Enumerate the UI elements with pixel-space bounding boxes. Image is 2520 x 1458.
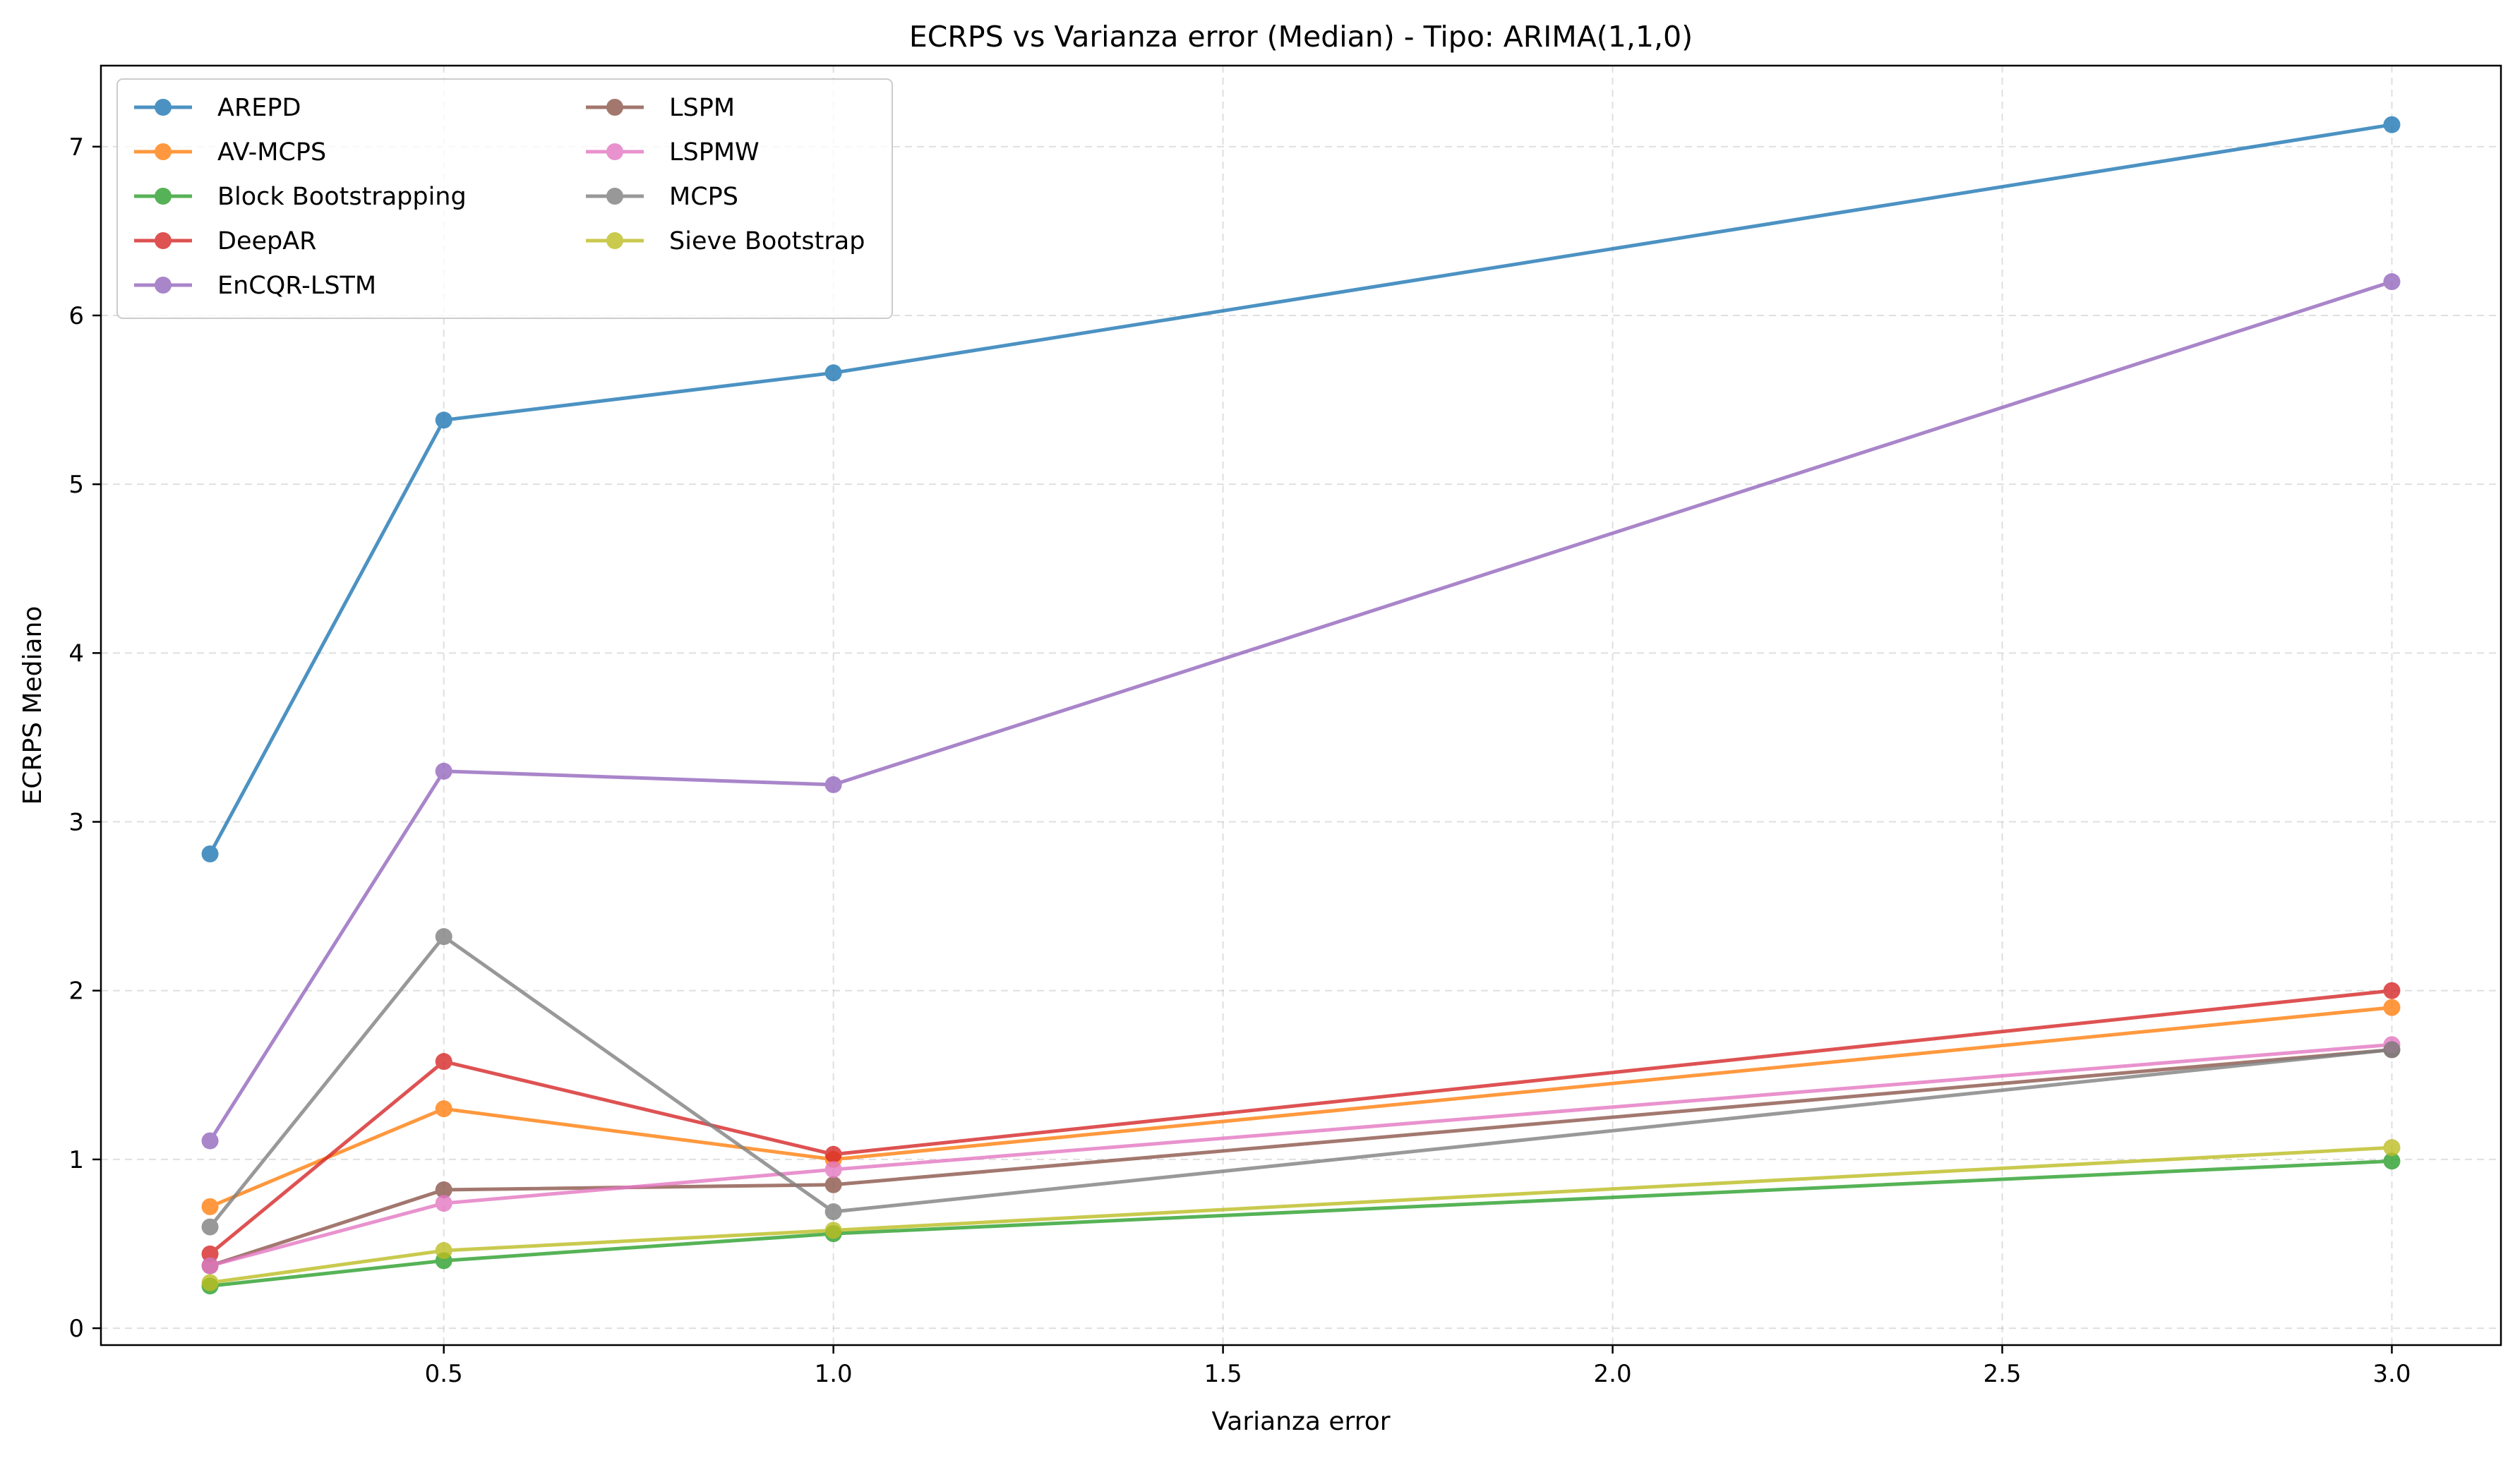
data-point-arepd bbox=[2383, 116, 2401, 133]
legend-swatch-marker bbox=[606, 232, 623, 249]
data-point-encqr-lstm bbox=[435, 762, 452, 780]
series-line-mcps bbox=[208, 934, 2392, 1229]
data-point-lspmw bbox=[435, 1195, 452, 1212]
legend-item-sieve-bootstrap bbox=[586, 232, 644, 249]
series-block-bootstrapping bbox=[201, 1152, 2401, 1295]
legend-item-arepd bbox=[134, 99, 192, 116]
legend-label: LSPM bbox=[669, 94, 735, 122]
x-tick-label: 1.0 bbox=[815, 1360, 853, 1388]
data-point-sieve-bootstrap bbox=[435, 1242, 452, 1260]
data-point-block-bootstrapping bbox=[2383, 1152, 2401, 1170]
data-point-mcps bbox=[2383, 1041, 2401, 1059]
legend-label: EnCQR-LSTM bbox=[217, 272, 376, 300]
legend-label: AV-MCPS bbox=[217, 138, 326, 167]
y-tick-label: 1 bbox=[68, 1146, 84, 1174]
series-line-lspmw bbox=[209, 1042, 2392, 1267]
legend-swatch-marker bbox=[606, 143, 623, 160]
legend-frame bbox=[116, 78, 893, 319]
series-lspmw bbox=[201, 1036, 2401, 1275]
legend-label: DeepAR bbox=[217, 227, 317, 255]
x-tick-label: 2.5 bbox=[1983, 1360, 2021, 1388]
x-tick-label: 2.0 bbox=[1594, 1360, 1632, 1388]
plot-frame bbox=[100, 64, 2502, 1346]
chart-title: ECRPS vs Varianza error (Median) - Tipo:… bbox=[909, 20, 1693, 54]
y-axis-label: ECRPS Mediano bbox=[18, 606, 47, 805]
data-point-lspmw bbox=[824, 1161, 842, 1179]
legend-label: MCPS bbox=[669, 183, 738, 211]
data-point-arepd bbox=[201, 845, 219, 862]
data-point-sieve-bootstrap bbox=[201, 1274, 219, 1291]
data-point-encqr-lstm bbox=[2383, 273, 2401, 291]
series-av-mcps bbox=[201, 999, 2401, 1215]
data-point-encqr-lstm bbox=[201, 1132, 219, 1150]
legend-item-deepar bbox=[134, 232, 192, 249]
legend-swatch-marker bbox=[155, 277, 172, 294]
legend-label: AREPD bbox=[217, 94, 301, 122]
data-point-deepar bbox=[2383, 982, 2401, 999]
series-line-encqr-lstm bbox=[208, 279, 2393, 1142]
legend: AREPD AV-MCPS Block Bootstrapping DeepAR EnC… bbox=[116, 78, 893, 319]
legend-item-lspmw bbox=[586, 143, 644, 160]
legend-swatch-marker bbox=[606, 99, 623, 116]
data-point-lspm bbox=[824, 1176, 842, 1193]
x-tick-label: 1.5 bbox=[1204, 1360, 1242, 1388]
legend-item-mcps bbox=[586, 188, 644, 205]
x-tick-label: 0.5 bbox=[425, 1360, 463, 1388]
x-axis-label: Varianza error bbox=[1211, 1407, 1390, 1436]
data-point-encqr-lstm bbox=[824, 776, 842, 793]
legend-label: Block Bootstrapping bbox=[217, 183, 467, 211]
data-point-av-mcps bbox=[435, 1100, 452, 1118]
data-point-deepar bbox=[201, 1245, 219, 1263]
series-mcps bbox=[201, 928, 2401, 1236]
series-sieve-bootstrap bbox=[201, 1139, 2401, 1291]
data-point-sieve-bootstrap bbox=[824, 1222, 842, 1239]
series-encqr-lstm bbox=[201, 273, 2401, 1150]
legend-label: LSPMW bbox=[669, 138, 760, 167]
legend-item-av-mcps bbox=[134, 143, 192, 160]
legend-item-encqr-lstm bbox=[134, 277, 192, 294]
series-line-sieve-bootstrap bbox=[210, 1145, 2392, 1284]
legend-swatch-marker bbox=[155, 99, 172, 116]
legend-swatch-marker bbox=[606, 188, 623, 205]
data-point-deepar bbox=[435, 1053, 452, 1071]
data-point-av-mcps bbox=[2383, 999, 2401, 1016]
series-line-deepar bbox=[208, 989, 2392, 1255]
series-lspm bbox=[201, 1041, 2401, 1275]
x-axis: 0.5 1.0 1.5 2.0 2.5 3.0 bbox=[425, 1345, 2411, 1388]
legend-item-block-bootstrapping bbox=[134, 188, 192, 205]
legend-label: Sieve Bootstrap bbox=[669, 227, 865, 255]
legend-item-lspm bbox=[586, 99, 644, 116]
data-point-arepd bbox=[435, 411, 452, 429]
legend-swatch-marker bbox=[155, 143, 172, 160]
data-point-mcps bbox=[435, 928, 452, 946]
data-point-lspm bbox=[435, 1181, 452, 1198]
data-point-sieve-bootstrap bbox=[2383, 1139, 2401, 1157]
data-point-arepd bbox=[824, 364, 842, 382]
series-deepar bbox=[201, 982, 2401, 1263]
y-tick-label: 2 bbox=[68, 977, 84, 1006]
series-arepd bbox=[201, 116, 2401, 862]
legend-swatch-marker bbox=[155, 188, 172, 205]
data-point-mcps bbox=[824, 1203, 842, 1221]
y-tick-label: 0 bbox=[68, 1315, 84, 1343]
y-tick-label: 3 bbox=[68, 809, 84, 837]
y-axis: 0 1 2 3 4 5 6 7 bbox=[68, 133, 101, 1343]
data-point-av-mcps bbox=[201, 1198, 219, 1215]
series-line-block-bootstrapping bbox=[210, 1159, 2392, 1288]
data-point-mcps bbox=[201, 1218, 219, 1236]
y-tick-label: 4 bbox=[68, 639, 84, 668]
y-tick-label: 6 bbox=[68, 302, 84, 330]
series-layer bbox=[201, 116, 2401, 1295]
x-tick-label: 3.0 bbox=[2372, 1360, 2411, 1388]
legend-swatch-marker bbox=[155, 232, 172, 249]
data-point-deepar bbox=[824, 1145, 842, 1163]
y-tick-label: 7 bbox=[68, 133, 84, 162]
data-point-lspmw bbox=[201, 1257, 219, 1275]
series-line-arepd bbox=[208, 123, 2392, 855]
y-tick-label: 5 bbox=[68, 471, 84, 499]
